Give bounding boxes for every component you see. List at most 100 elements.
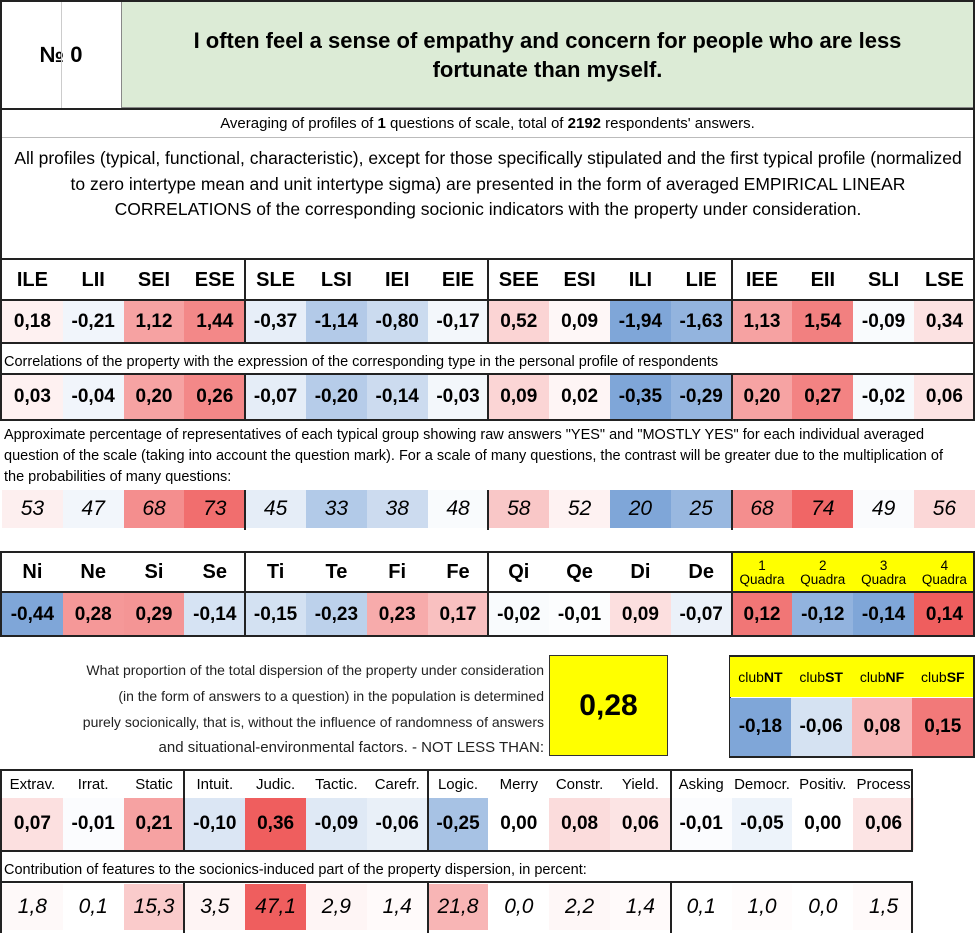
feat-contrib-8: 0,0 bbox=[488, 884, 550, 930]
feat-contrib-12: 1,0 bbox=[731, 884, 793, 930]
feat-mid-rule bbox=[0, 850, 913, 852]
func-value-5: -0,23 bbox=[306, 593, 367, 636]
type-header-12: IEE bbox=[745, 268, 779, 291]
feat-value-6: -0,06 bbox=[366, 798, 428, 850]
type-value-1: -0,21 bbox=[62, 301, 124, 342]
type-pct-14: 49 bbox=[853, 490, 914, 528]
dispersion-text: What proportion of the total dispersion … bbox=[40, 657, 544, 761]
type-value-4: -0,37 bbox=[245, 301, 306, 342]
quadra-word: Quadra bbox=[921, 571, 967, 587]
type-header-9: ESI bbox=[563, 268, 596, 291]
type-header-3: ESE bbox=[194, 268, 235, 291]
averaging-suffix: respondents' answers. bbox=[601, 115, 755, 132]
quadra-header-3: 4 Quadra bbox=[914, 553, 975, 592]
feat-contrib-13: 0,0 bbox=[792, 884, 854, 930]
type-value-15: 0,34 bbox=[914, 301, 975, 342]
type-value-3: 1,44 bbox=[184, 301, 246, 342]
func-header-7: Fe bbox=[446, 561, 470, 583]
type-corr-5: -0,20 bbox=[306, 375, 367, 419]
club-value-3: 0,15 bbox=[912, 698, 974, 756]
types-right-edge bbox=[973, 258, 975, 421]
feat-header-1: Irrat. bbox=[77, 775, 109, 793]
func-value-8: -0,02 bbox=[488, 593, 550, 636]
type-pct-9: 52 bbox=[549, 490, 610, 528]
feat-header-14: Process bbox=[856, 775, 911, 793]
types-left-edge bbox=[0, 258, 2, 421]
quadra-header-0: 1 Quadra bbox=[731, 553, 793, 592]
feat-contrib-7: 21,8 bbox=[427, 884, 489, 930]
type-pct-8: 58 bbox=[488, 490, 550, 528]
feat-header-9: Constr. bbox=[555, 775, 604, 793]
feat-divider-b-0 bbox=[183, 881, 186, 933]
feat-divider-a-1 bbox=[426, 769, 429, 852]
func-value-2: 0,29 bbox=[123, 593, 185, 636]
type-header-0: ILE bbox=[16, 268, 48, 291]
func-header-5: Te bbox=[325, 561, 348, 583]
type-pct-5: 33 bbox=[306, 490, 367, 528]
club-name: ST bbox=[825, 669, 843, 685]
averaging-line: Averaging of profiles of 1 questions of … bbox=[0, 112, 975, 136]
type-pct-12: 68 bbox=[731, 490, 793, 528]
types-divider-c-0 bbox=[244, 490, 247, 530]
quadra-word: Quadra bbox=[739, 571, 785, 587]
func-header-4: Ti bbox=[266, 561, 285, 583]
feat-contrib-2: 15,3 bbox=[123, 884, 185, 930]
quadra-number: 4 bbox=[940, 557, 949, 573]
func-value-3: -0,14 bbox=[184, 593, 246, 636]
feat-divider-a-0 bbox=[183, 769, 186, 852]
func-value-7: 0,17 bbox=[427, 593, 489, 636]
type-header-10: ILI bbox=[628, 268, 653, 291]
feat-value-13: 0,00 bbox=[792, 798, 854, 850]
quadra-number: 1 bbox=[758, 557, 766, 573]
type-corr-12: 0,20 bbox=[731, 375, 793, 419]
type-value-2: 1,12 bbox=[123, 301, 185, 342]
feat-value-0: 0,07 bbox=[2, 798, 63, 850]
func-value-10: 0,09 bbox=[610, 593, 671, 636]
func-header-0: Ni bbox=[22, 561, 43, 583]
func-divider-2 bbox=[730, 551, 733, 637]
feat-divider-b-2 bbox=[669, 881, 672, 933]
feat-contrib-3: 3,5 bbox=[184, 884, 246, 930]
feat-header-0: Extrav. bbox=[9, 775, 56, 793]
feat-right-edge-2 bbox=[911, 881, 913, 933]
feat-contrib-10: 1,4 bbox=[610, 884, 671, 930]
func-value-11: -0,07 bbox=[670, 593, 732, 636]
feat-header-8: Merry bbox=[499, 775, 538, 793]
type-pct-2: 68 bbox=[123, 490, 185, 528]
club-header-3: club SF bbox=[912, 657, 974, 697]
quadra-number: 3 bbox=[879, 557, 888, 573]
type-value-11: -1,63 bbox=[670, 301, 732, 342]
quadra-value-1: -0,12 bbox=[792, 593, 854, 636]
type-corr-8: 0,09 bbox=[488, 375, 550, 419]
quadra-value-3: 0,14 bbox=[914, 593, 975, 636]
feat-header-12: Democr. bbox=[734, 775, 790, 793]
type-pct-7: 48 bbox=[427, 490, 489, 528]
type-corr-4: -0,07 bbox=[245, 375, 306, 419]
func-header-10: Di bbox=[630, 561, 651, 583]
header-frame bbox=[0, 0, 975, 110]
feat-header-11: Asking bbox=[678, 775, 724, 793]
func-value-9: -0,01 bbox=[549, 593, 610, 636]
type-pct-6: 38 bbox=[366, 490, 428, 528]
feat-value-5: -0,09 bbox=[306, 798, 367, 850]
type-corr-2: 0,20 bbox=[123, 375, 185, 419]
types-divider-a-2 bbox=[730, 258, 733, 344]
type-corr-6: -0,14 bbox=[366, 375, 428, 419]
func-header-8: Qi bbox=[508, 561, 530, 583]
feat-contrib-5: 2,9 bbox=[306, 884, 367, 930]
type-header-4: SLE bbox=[256, 268, 296, 291]
feat-header-10: Yield. bbox=[621, 775, 659, 793]
dispersion-value: 0,28 bbox=[549, 655, 668, 756]
types-divider-a-1 bbox=[487, 258, 490, 344]
feat-contrib-6: 1,4 bbox=[366, 884, 428, 930]
averaging-middle: questions of scale, total of bbox=[385, 115, 568, 132]
feat-value-10: 0,06 bbox=[610, 798, 671, 850]
types-divider-b-1 bbox=[487, 373, 490, 421]
feat-header-6: Carefr. bbox=[374, 775, 420, 793]
pct-label: Approximate percentage of representative… bbox=[4, 427, 943, 485]
feat-header-3: Intuit. bbox=[196, 775, 234, 793]
feat-value-3: -0,10 bbox=[184, 798, 246, 850]
feat-contrib-11: 0,1 bbox=[670, 884, 732, 930]
feat-divider-a-2 bbox=[669, 769, 672, 852]
type-header-7: EIE bbox=[441, 268, 475, 291]
